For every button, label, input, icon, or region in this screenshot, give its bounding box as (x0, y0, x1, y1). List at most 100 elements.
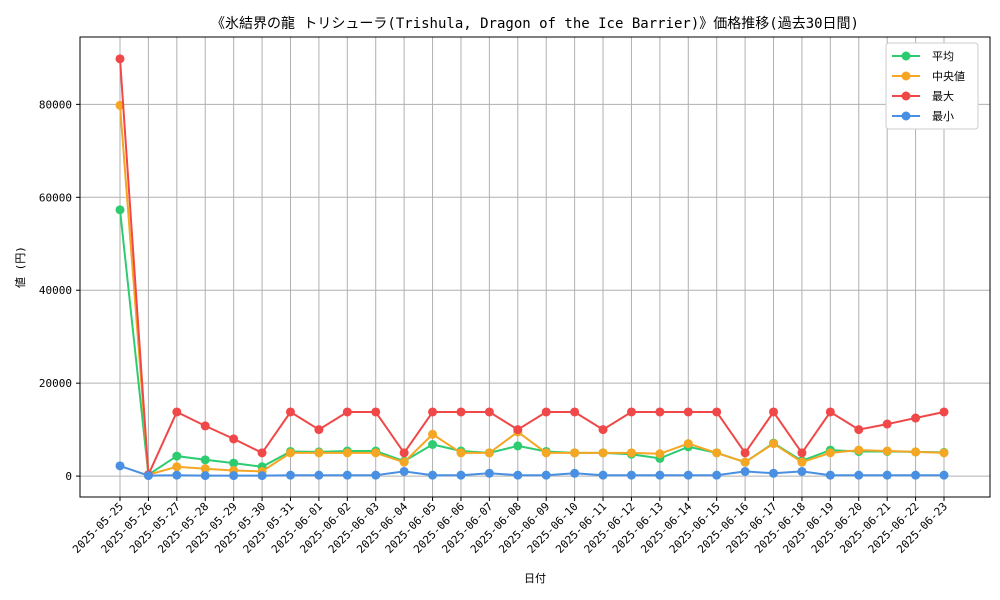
series-point (399, 448, 409, 458)
series-point (428, 407, 438, 417)
series-point (229, 434, 239, 444)
series-point (541, 407, 551, 417)
y-tick-label: 60000 (39, 191, 72, 204)
series-point (712, 470, 722, 480)
series-point (115, 205, 125, 215)
legend-marker (901, 91, 911, 101)
series-point (683, 439, 693, 449)
series-point (513, 470, 523, 480)
series-point (456, 470, 466, 480)
y-axis: 0 20000 40000 60000 80000 (39, 98, 80, 483)
series-point (683, 470, 693, 480)
legend-label: 中央値 (932, 70, 965, 83)
series-point (712, 448, 722, 458)
legend-marker (901, 111, 911, 121)
series-point (769, 439, 779, 449)
series-point (911, 447, 921, 457)
series-point (115, 461, 125, 471)
series-point (712, 407, 722, 417)
series-point (399, 457, 409, 467)
legend-label: 最小 (932, 110, 954, 123)
series-point (882, 419, 892, 429)
series-point (200, 464, 210, 474)
series-point (428, 470, 438, 480)
legend-marker (901, 51, 911, 61)
series-point (769, 468, 779, 478)
series-point (655, 470, 665, 480)
series-point (939, 407, 949, 417)
series-point (172, 462, 182, 472)
series-point (626, 470, 636, 480)
chart-title: 《氷結界の龍 トリシューラ(Trishula, Dragon of the Ic… (211, 15, 859, 32)
x-axis-label: 日付 (524, 572, 546, 585)
series-point (229, 458, 239, 468)
series-point (513, 425, 523, 435)
series-point (342, 407, 352, 417)
series-point (882, 446, 892, 456)
series-point (371, 448, 381, 458)
series-point (115, 54, 125, 64)
series-point (541, 470, 551, 480)
series-point (314, 425, 324, 435)
series-point (314, 448, 324, 458)
series-point (598, 448, 608, 458)
series-line (119, 464, 944, 477)
grid (80, 37, 990, 497)
legend-box (885, 42, 979, 130)
series-point (172, 470, 182, 480)
series-point (626, 407, 636, 417)
series-point (172, 451, 182, 461)
series-point (314, 470, 324, 480)
series-point (285, 448, 295, 458)
series-point (229, 471, 239, 481)
series-point (797, 466, 807, 476)
series-point (825, 448, 835, 458)
series-point (200, 455, 210, 465)
series-point (285, 407, 295, 417)
series-line (119, 209, 945, 477)
series-line (119, 105, 945, 476)
series-point (541, 448, 551, 458)
series-point (769, 407, 779, 417)
y-tick-label: 80000 (39, 98, 72, 111)
legend-label: 平均 (932, 50, 954, 63)
series-point (911, 470, 921, 480)
y-tick-label: 20000 (39, 377, 72, 390)
series-point (456, 407, 466, 417)
series-point (598, 470, 608, 480)
series-point (285, 470, 295, 480)
series-point (257, 448, 267, 458)
series-point (939, 470, 949, 480)
series-point (655, 407, 665, 417)
legend-label: 最大 (932, 89, 954, 103)
series-point (683, 407, 693, 417)
series-point (570, 407, 580, 417)
series-point (172, 407, 182, 417)
plot-frame (79, 36, 991, 498)
series-point (570, 448, 580, 458)
series-point (854, 470, 864, 480)
series-point (854, 425, 864, 435)
series-point (882, 470, 892, 480)
series-point (342, 448, 352, 458)
series-point (797, 457, 807, 467)
series-point (428, 429, 438, 439)
series-point (257, 471, 267, 481)
series-point (200, 471, 210, 481)
series-group (115, 54, 949, 481)
y-tick-label: 0 (65, 470, 72, 483)
series-point (598, 425, 608, 435)
series-point (484, 448, 494, 458)
series-point (428, 439, 438, 449)
series-point (342, 470, 352, 480)
series-point (200, 421, 210, 431)
series-point (484, 407, 494, 417)
series-point (371, 470, 381, 480)
y-tick-label: 40000 (39, 284, 72, 297)
series-point (655, 449, 665, 459)
series-line (119, 58, 945, 476)
series-point (740, 466, 750, 476)
